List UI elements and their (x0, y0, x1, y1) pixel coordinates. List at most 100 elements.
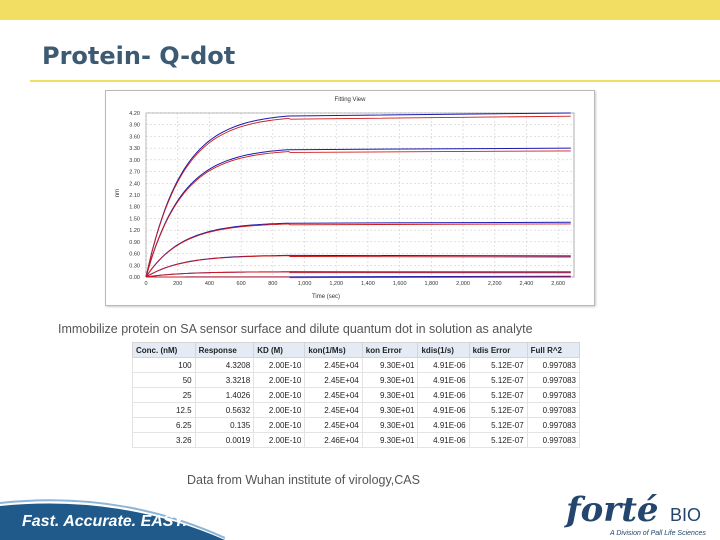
x-tick-label: 800 (268, 281, 277, 287)
table-cell: 5.12E-07 (468, 432, 528, 448)
table-cell: 4.91E-06 (417, 387, 470, 403)
y-tick-label: 1.20 (129, 228, 140, 234)
series-line-data (145, 112, 571, 278)
series-line-data (145, 147, 571, 278)
table-cell: 2.45E+04 (304, 417, 363, 433)
table-cell: 2.45E+04 (304, 402, 363, 418)
footer-swoosh-shape (0, 503, 225, 540)
chart-grid (145, 112, 575, 278)
table-row: 25 1.4026 2.00E-10 2.45E+04 9.30E+01 4.91E-06… (132, 387, 581, 403)
table-cell: 9.30E+01 (361, 402, 419, 418)
table-header-cell: Full R^2 (526, 342, 581, 358)
y-tick-label: 4.20 (129, 111, 140, 117)
x-tick-label: 1,400 (361, 281, 375, 287)
table-cell: 4.91E-06 (417, 357, 470, 373)
table-cell: 1.4026 (194, 387, 255, 403)
x-tick-label: 0 (144, 281, 147, 287)
x-tick-label: 200 (173, 281, 182, 287)
table-row: 3.26 0.0019 2.00E-10 2.46E+04 9.30E+01 4.91E-… (132, 432, 581, 448)
table-cell: 0.997083 (526, 372, 581, 388)
table-cell: 2.45E+04 (304, 387, 363, 403)
table-header-cell: Conc. (nM) (132, 342, 196, 358)
table-cell: 0.997083 (526, 417, 581, 433)
table-cell: 9.30E+01 (361, 417, 419, 433)
table-cell: 3.26 (132, 432, 196, 448)
top-accent-band (0, 0, 720, 20)
y-tick-label: 0.60 (129, 252, 140, 258)
logo-suffix: BIO (670, 505, 702, 525)
y-tick-label: 0.00 (129, 275, 140, 281)
table-cell: 0.997083 (526, 402, 581, 418)
table-row: 12.5 0.5632 2.00E-10 2.45E+04 9.30E+01 4.91E-… (132, 402, 581, 418)
table-cell: 50 (132, 372, 196, 388)
kinetics-data-table: Conc. (nM) Response KD (M) kon(1/Ms) kon Err… (132, 342, 581, 448)
table-cell: 25 (132, 387, 196, 403)
table-cell: 5.12E-07 (468, 417, 528, 433)
table-cell: 0.135 (194, 417, 255, 433)
table-cell: 2.45E+04 (304, 372, 363, 388)
table-cell: 5.12E-07 (468, 402, 528, 418)
table-cell: 4.91E-06 (417, 432, 470, 448)
source-note: Data from Wuhan institute of virology,CA… (187, 473, 420, 487)
table-cell: 0.997083 (526, 432, 581, 448)
table-cell: 2.46E+04 (304, 432, 363, 448)
y-tick-label: 3.30 (129, 146, 140, 152)
table-cell: 6.25 (132, 417, 196, 433)
chart-canvas: Fitting View nm Time (sec) 0 200 400 600 800… (115, 97, 575, 300)
series-line-fit (145, 271, 571, 278)
table-cell: 2.00E-10 (253, 432, 306, 448)
y-tick-label: 0.90 (129, 240, 140, 246)
table-cell: 0.997083 (526, 387, 581, 403)
series-line-fit (146, 276, 571, 279)
table-row: 50 3.3218 2.00E-10 2.45E+04 9.30E+01 4.91E-06… (132, 372, 581, 388)
table-cell: 3.3218 (194, 372, 255, 388)
table-cell: 4.3208 (194, 357, 255, 373)
series-line-fit (145, 115, 571, 278)
table-cell: 5.12E-07 (468, 357, 528, 373)
fitting-chart: Fitting View nm Time (sec) 0 200 400 600 800… (105, 90, 595, 306)
x-tick-label: 2,000 (456, 281, 470, 287)
tagline: Fast. Accurate. EASY. (22, 513, 188, 530)
x-tick-label: 2,600 (551, 281, 565, 287)
slide-title: Protein- Q-dot (42, 42, 236, 70)
series-line-fit (145, 223, 571, 278)
logo-subtext: A Division of Pall Life Sciences (610, 530, 706, 537)
table-cell: 2.00E-10 (253, 417, 306, 433)
footer-swoosh-highlight (0, 499, 225, 539)
chart-title: Fitting View (335, 97, 367, 103)
table-header-cell: kdis Error (468, 342, 528, 358)
table-row: 100 4.3208 2.00E-10 2.45E+04 9.30E+01 4.91E-0… (132, 357, 581, 373)
table-cell: 0.5632 (194, 402, 255, 418)
y-tick-label: 1.80 (129, 205, 140, 211)
table-header-cell: kon(1/Ms) (304, 342, 363, 358)
table-header-row: Conc. (nM) Response KD (M) kon(1/Ms) kon Err… (132, 342, 581, 358)
chart-series (145, 112, 571, 279)
x-tick-label: 600 (237, 281, 246, 287)
y-tick-label: 2.40 (129, 181, 140, 187)
y-tick-label: 2.70 (129, 170, 140, 176)
chart-x-axis-label: Time (sec) (312, 294, 340, 300)
table-cell: 2.45E+04 (304, 357, 363, 373)
table-header-cell: Response (194, 342, 255, 358)
y-tick-label: 2.10 (129, 193, 140, 199)
x-tick-label: 2,200 (488, 281, 502, 287)
x-tick-label: 1,600 (393, 281, 407, 287)
table-cell: 2.00E-10 (253, 402, 306, 418)
table-header-cell: kon Error (361, 342, 419, 358)
table-header-cell: kdis(1/s) (417, 342, 470, 358)
logo-wordmark: forté (566, 490, 659, 530)
x-tick-label: 1,200 (329, 281, 343, 287)
table-cell: 4.91E-06 (417, 372, 470, 388)
y-tick-label: 1.50 (129, 216, 140, 222)
kinetics-table: Conc. (nM) Response KD (M) kon(1/Ms) kon Err… (132, 342, 581, 448)
table-cell: 12.5 (132, 402, 196, 418)
y-tick-label: 3.60 (129, 134, 140, 140)
table-cell: 9.30E+01 (361, 387, 419, 403)
table-cell: 9.30E+01 (361, 357, 419, 373)
table-cell: 9.30E+01 (361, 372, 419, 388)
table-header-cell: KD (M) (253, 342, 306, 358)
table-cell: 2.00E-10 (253, 357, 306, 373)
y-tick-label: 3.00 (129, 158, 140, 164)
y-tick-label: 3.90 (129, 123, 140, 129)
table-cell: 4.91E-06 (417, 402, 470, 418)
